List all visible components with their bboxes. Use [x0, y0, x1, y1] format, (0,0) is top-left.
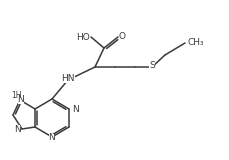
Text: HN: HN [61, 73, 74, 83]
Text: N: N [48, 133, 55, 143]
Text: N: N [72, 104, 78, 113]
Text: N: N [18, 95, 24, 104]
Text: N: N [14, 124, 21, 133]
Text: HO: HO [76, 32, 90, 41]
Text: CH₃: CH₃ [187, 37, 204, 47]
Text: 1H: 1H [11, 91, 21, 100]
Text: S: S [148, 60, 154, 69]
Text: O: O [118, 32, 125, 40]
